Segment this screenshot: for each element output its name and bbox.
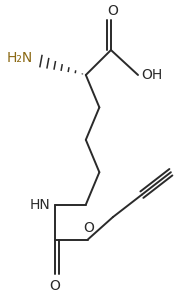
Text: OH: OH <box>141 68 162 82</box>
Text: H₂N: H₂N <box>6 50 33 65</box>
Text: O: O <box>107 4 118 18</box>
Text: O: O <box>83 221 94 235</box>
Text: O: O <box>49 279 60 294</box>
Text: HN: HN <box>29 198 50 212</box>
